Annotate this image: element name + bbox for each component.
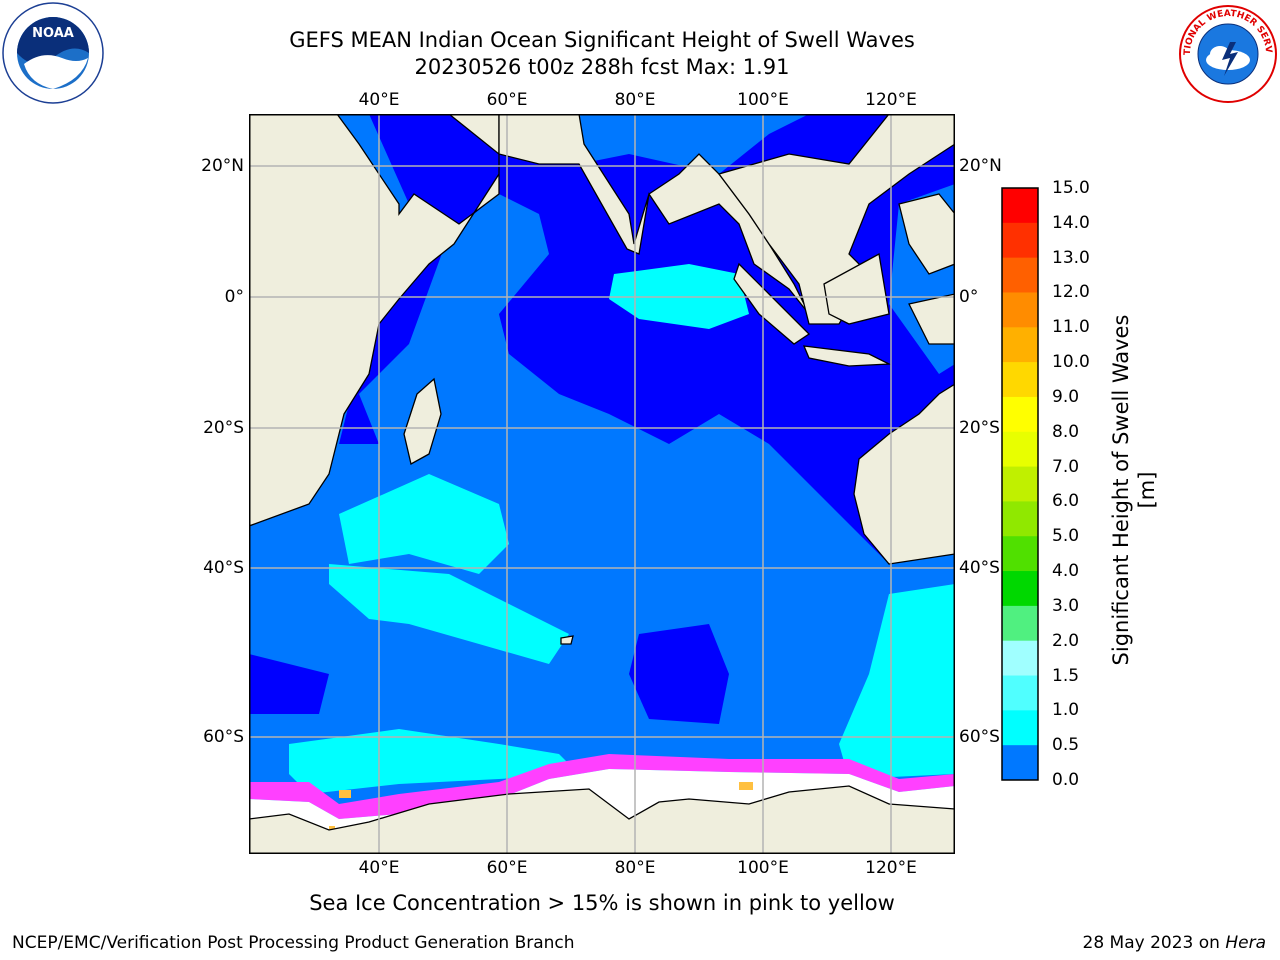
- colorbar-cell: [1002, 327, 1038, 363]
- colorbar-tick: 10.0: [1052, 352, 1090, 373]
- colorbar-cell: [1002, 710, 1038, 746]
- colorbar-cell: [1002, 640, 1038, 677]
- lon-tick-top: 60°E: [486, 90, 528, 110]
- colorbar-tick: 0.5: [1052, 735, 1080, 756]
- colorbar-tick: 1.5: [1052, 665, 1080, 686]
- footer-date-text: 28 May 2023 on: [1082, 933, 1226, 953]
- map-subtitle: 20230526 t00z 288h fcst Max: 1.91: [414, 55, 790, 79]
- lon-tick-top: 100°E: [737, 90, 789, 110]
- lat-tick-left: 20°S: [203, 418, 244, 438]
- lon-tick-top: 40°E: [358, 90, 400, 110]
- colorbar-tick: 5.0: [1052, 526, 1080, 547]
- nws-logo: NATIONAL WEATHER SERVICE: [1176, 2, 1278, 104]
- colorbar-label: Significant Height of Swell Waves [m]: [1109, 314, 1159, 666]
- colorbar-tick: 0.0: [1052, 770, 1080, 790]
- colorbar-tick: 9.0: [1052, 386, 1080, 407]
- lat-tick-left: 60°S: [203, 727, 244, 747]
- colorbar-tick: 13.0: [1052, 247, 1090, 268]
- lat-tick-right: 20°N: [959, 156, 1002, 176]
- noaa-logo: NOAA: [2, 2, 104, 104]
- lon-tick-bottom: 120°E: [865, 858, 917, 878]
- colorbar-tick: 6.0: [1052, 491, 1080, 512]
- colorbar-cell: [1002, 605, 1038, 642]
- colorbar-cell: [1002, 188, 1038, 224]
- colorbar-tick: 7.0: [1052, 456, 1080, 477]
- lon-tick-top: 120°E: [865, 90, 917, 110]
- lat-tick-right: 0°: [959, 287, 979, 307]
- colorbar-tick: 11.0: [1052, 317, 1090, 338]
- colorbar-cell: [1002, 536, 1038, 572]
- colorbar-label-box: Significant Height of Swell Waves [m]: [1074, 300, 1194, 680]
- colorbar-tick: 14.0: [1052, 212, 1090, 233]
- lon-tick-top: 80°E: [614, 90, 656, 110]
- swell-height-map: [249, 114, 955, 854]
- lon-tick-bottom: 80°E: [614, 858, 656, 878]
- colorbar-tick: 2.0: [1052, 630, 1080, 651]
- colorbar-cell: [1002, 745, 1038, 781]
- colorbar-cell: [1002, 571, 1038, 607]
- lon-tick-bottom: 40°E: [358, 858, 400, 878]
- colorbar-cell: [1002, 431, 1038, 468]
- noaa-logo-text: NOAA: [32, 26, 74, 41]
- lat-tick-right: 40°S: [959, 558, 1000, 578]
- colorbar-tick: 3.0: [1052, 595, 1080, 616]
- colorbar-tick: 15.0: [1052, 178, 1090, 198]
- colorbar-tick: 1.0: [1052, 700, 1080, 721]
- colorbar: [1001, 187, 1039, 781]
- colorbar-cell: [1002, 257, 1038, 293]
- colorbar-tick: 8.0: [1052, 421, 1080, 442]
- colorbar-cell: [1002, 396, 1038, 433]
- land-masses: [249, 114, 955, 854]
- lat-tick-right: 20°S: [959, 418, 1000, 438]
- colorbar-tick: 4.0: [1052, 561, 1080, 582]
- footer-date: 28 May 2023 on Hera: [1083, 932, 1267, 954]
- graticule: [249, 114, 955, 854]
- colorbar-cell: [1002, 466, 1038, 502]
- colorbar-cell: [1002, 222, 1038, 259]
- sea-ice-note: Sea Ice Concentration > 15% is shown in …: [309, 891, 895, 915]
- colorbar-tick: 12.0: [1052, 282, 1090, 303]
- colorbar-cell: [1002, 501, 1038, 537]
- lat-tick-left: 40°S: [203, 558, 244, 578]
- sea-ice-pink: [249, 754, 955, 819]
- colorbar-cell: [1002, 292, 1038, 328]
- lon-tick-bottom: 60°E: [486, 858, 528, 878]
- footer-host: Hera: [1225, 933, 1266, 953]
- lat-tick-left: 0°: [224, 287, 244, 307]
- map-title: GEFS MEAN Indian Ocean Significant Heigh…: [289, 28, 915, 52]
- lat-tick-right: 60°S: [959, 727, 1000, 747]
- lon-tick-bottom: 100°E: [737, 858, 789, 878]
- footer-organization: NCEP/EMC/Verification Post Processing Pr…: [12, 933, 575, 953]
- colorbar-cell: [1002, 362, 1038, 398]
- map-frame: [249, 114, 955, 854]
- colorbar-cell: [1002, 675, 1038, 711]
- lat-tick-left: 20°N: [201, 156, 244, 176]
